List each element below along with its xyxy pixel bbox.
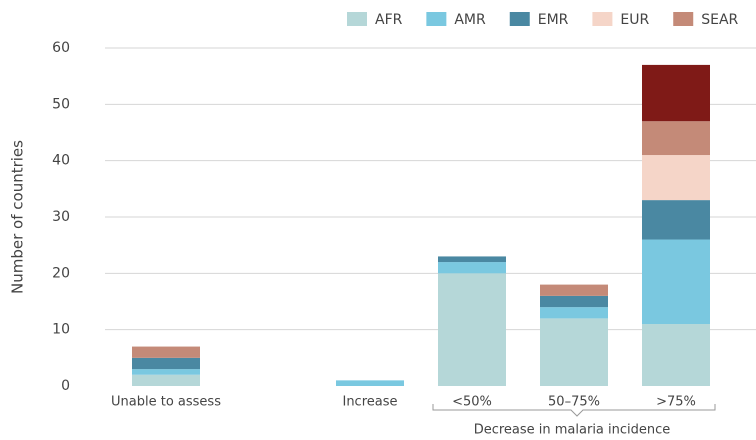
x-tick-label: Unable to assess [111, 395, 221, 410]
x-tick-label: >75% [656, 395, 696, 410]
bar-segment [132, 346, 200, 358]
x-tick-label: <50% [452, 395, 492, 410]
y-tick-label: 30 [52, 209, 70, 225]
bar-segment [540, 295, 608, 308]
bar-segment [540, 284, 608, 296]
legend-swatch [426, 12, 447, 26]
legend-swatch [509, 12, 530, 26]
legend-label: SEAR [701, 12, 738, 28]
x-tick-label: Increase [342, 395, 397, 410]
legend-swatch [347, 12, 367, 26]
y-tick-label: 40 [52, 153, 70, 169]
bar-segment [336, 380, 404, 386]
bar-segment [642, 239, 710, 325]
group-label: Decrease in malaria incidence [474, 423, 671, 438]
y-tick-label: 60 [52, 40, 70, 56]
y-axis-label: Number of countries [9, 140, 27, 294]
bar-segment [642, 324, 710, 386]
bar-segment [642, 121, 710, 156]
bar-segment [132, 369, 200, 375]
bar-segment [132, 374, 200, 386]
bar-segment [540, 318, 608, 386]
x-tick-label: 50–75% [548, 395, 600, 410]
legend-label: AFR [375, 12, 403, 28]
bar-segment [438, 273, 506, 386]
bar-segment [540, 307, 608, 319]
bar-segment [642, 64, 710, 122]
legend-label: EUR [620, 12, 649, 28]
y-tick-label: 20 [52, 265, 70, 281]
y-tick-label: 50 [52, 96, 70, 112]
bar-segment [642, 155, 710, 201]
group-bracket [432, 404, 716, 417]
legend-label: AMR [454, 12, 486, 28]
bar-segment [438, 256, 506, 263]
bar-segment [132, 357, 200, 370]
bar-segment [642, 200, 710, 240]
y-tick-label: 10 [52, 322, 70, 338]
legend-swatch [673, 12, 694, 26]
legend-swatch [592, 12, 613, 26]
legend-label: EMR [538, 12, 569, 28]
bar-segment [438, 262, 506, 274]
y-tick-label: 0 [61, 378, 70, 394]
